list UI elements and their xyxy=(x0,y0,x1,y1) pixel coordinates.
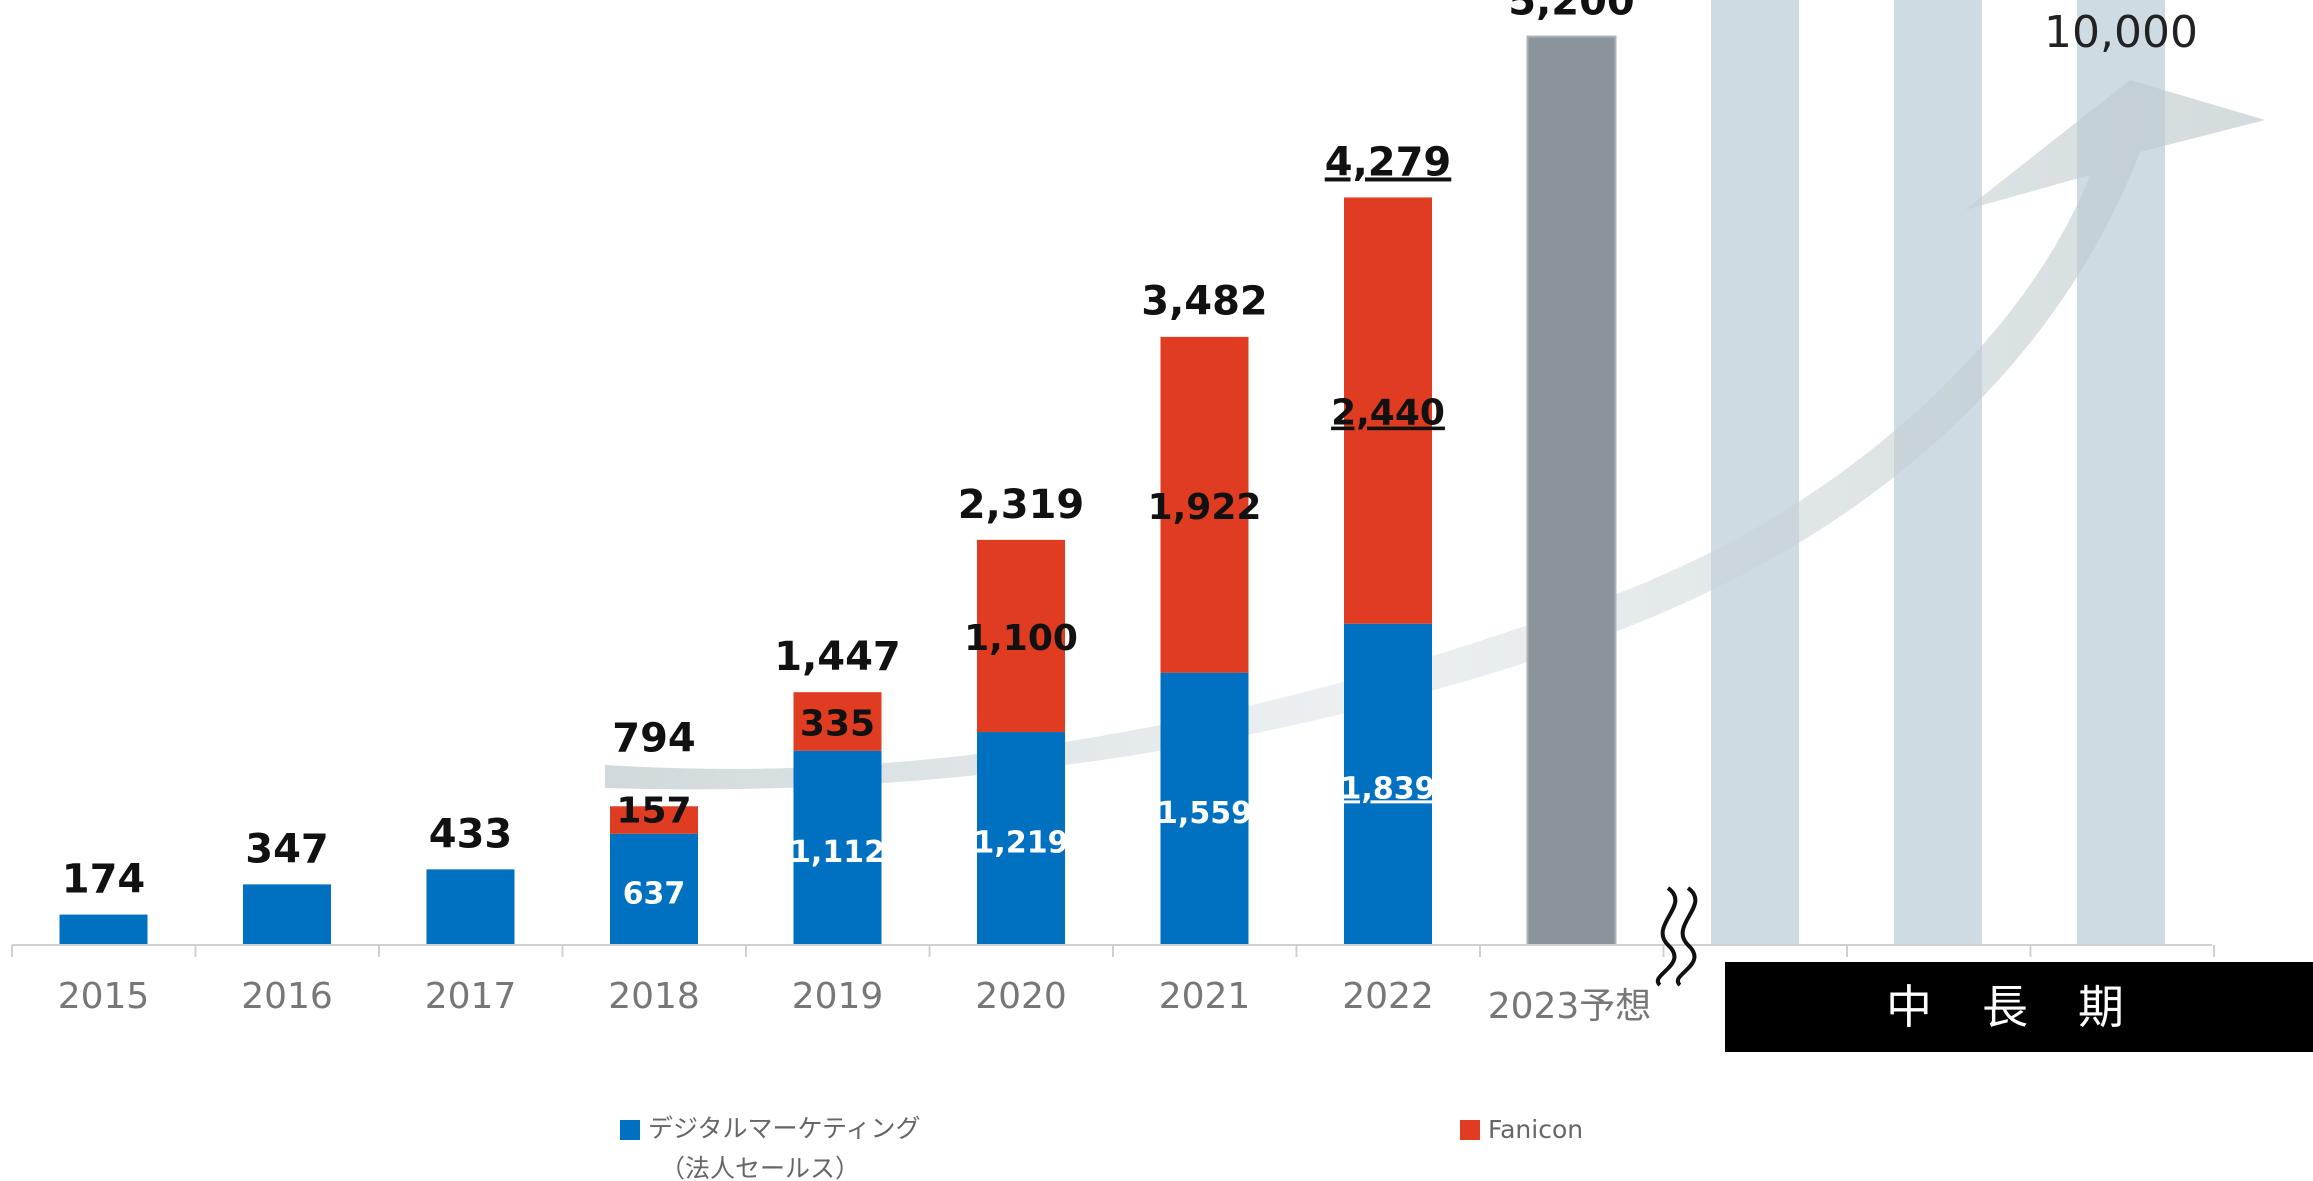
segment-label-fanicon: 335 xyxy=(800,703,875,744)
total-label: 4,279 xyxy=(1325,139,1452,185)
x-tick-label: 2016 xyxy=(241,976,333,1017)
bar-fanicon xyxy=(793,692,882,751)
legend-label-digital-marketing-line2: （法人セールス） xyxy=(660,1154,860,1181)
bar-digital-marketing xyxy=(426,869,515,945)
axis-break-mark xyxy=(1675,886,1698,987)
segment-label-fanicon: 1,922 xyxy=(1148,487,1262,528)
bar-digital-marketing xyxy=(243,884,331,945)
segment-label-digital: 637 xyxy=(623,876,686,911)
segment-label-digital: 1,839 xyxy=(1341,771,1436,806)
bar-fanicon xyxy=(1160,336,1249,673)
data-labels: 174 347 433 794 1,447 2,319 3,482 4,279 5,200 637… xyxy=(62,0,1635,911)
bar-digital-marketing xyxy=(1344,623,1432,945)
legend: デジタルマーケティング （法人セールス） Fanicon xyxy=(620,1114,1583,1181)
legend-swatch-digital-marketing xyxy=(620,1120,640,1140)
chart-extras: 10,000 中長期 xyxy=(1655,7,2313,1052)
total-label: 3,482 xyxy=(1141,279,1268,325)
segment-label-fanicon: 157 xyxy=(616,790,691,831)
future-bar xyxy=(1894,0,1982,945)
x-tick-label: 2022 xyxy=(1342,976,1434,1017)
bar-digital-marketing xyxy=(610,833,698,945)
legend-swatch-fanicon xyxy=(1460,1120,1480,1140)
x-axis: 2015 2016 2017 2018 2019 2020 2021 2022 2023予想 xyxy=(11,944,2215,1027)
total-label: 1,447 xyxy=(774,634,901,680)
bar-digital-marketing xyxy=(59,914,148,945)
midterm-label: 中長期 xyxy=(1886,980,2174,1034)
x-tick-label: 2017 xyxy=(425,976,517,1017)
x-tick-label: 2021 xyxy=(1159,976,1251,1017)
legend-label-digital-marketing: デジタルマーケティング xyxy=(648,1114,921,1143)
segment-label-fanicon: 1,100 xyxy=(964,618,1078,659)
total-label: 5,200 xyxy=(1508,0,1635,25)
midterm-box xyxy=(1725,962,2313,1052)
growth-arrow-shape xyxy=(605,80,2265,790)
bar-digital-marketing xyxy=(793,750,882,945)
bar-fanicon xyxy=(1344,197,1432,624)
bar-digital-marketing xyxy=(977,732,1065,945)
forecast-bar xyxy=(1526,35,1617,947)
total-label: 433 xyxy=(429,811,513,857)
x-tick-label: 2018 xyxy=(608,976,700,1017)
x-tick-label: 2019 xyxy=(792,976,884,1017)
bar-fanicon xyxy=(977,539,1065,733)
x-tick-label: 2015 xyxy=(58,976,150,1017)
bar-digital-marketing xyxy=(1160,672,1249,945)
growth-arrow xyxy=(605,80,2265,790)
future-bar xyxy=(1711,0,1799,946)
segment-label-fanicon: 2,440 xyxy=(1331,393,1445,434)
segment-label-digital: 1,112 xyxy=(790,835,885,870)
bars-layer xyxy=(59,35,1617,947)
x-tick-label: 2020 xyxy=(975,976,1067,1017)
target-label: 10,000 xyxy=(2044,7,2198,58)
bar-fanicon xyxy=(610,806,698,834)
x-tick-label: 2023予想 xyxy=(1488,986,1652,1027)
legend-label-fanicon: Fanicon xyxy=(1488,1115,1583,1144)
segment-label-digital: 1,219 xyxy=(974,826,1069,861)
axis-break-mark xyxy=(1655,886,1678,987)
total-label: 794 xyxy=(612,715,696,761)
total-label: 347 xyxy=(245,826,329,872)
segment-label-digital: 1,559 xyxy=(1157,796,1252,831)
total-label: 174 xyxy=(62,857,146,903)
total-label: 2,319 xyxy=(958,482,1085,528)
